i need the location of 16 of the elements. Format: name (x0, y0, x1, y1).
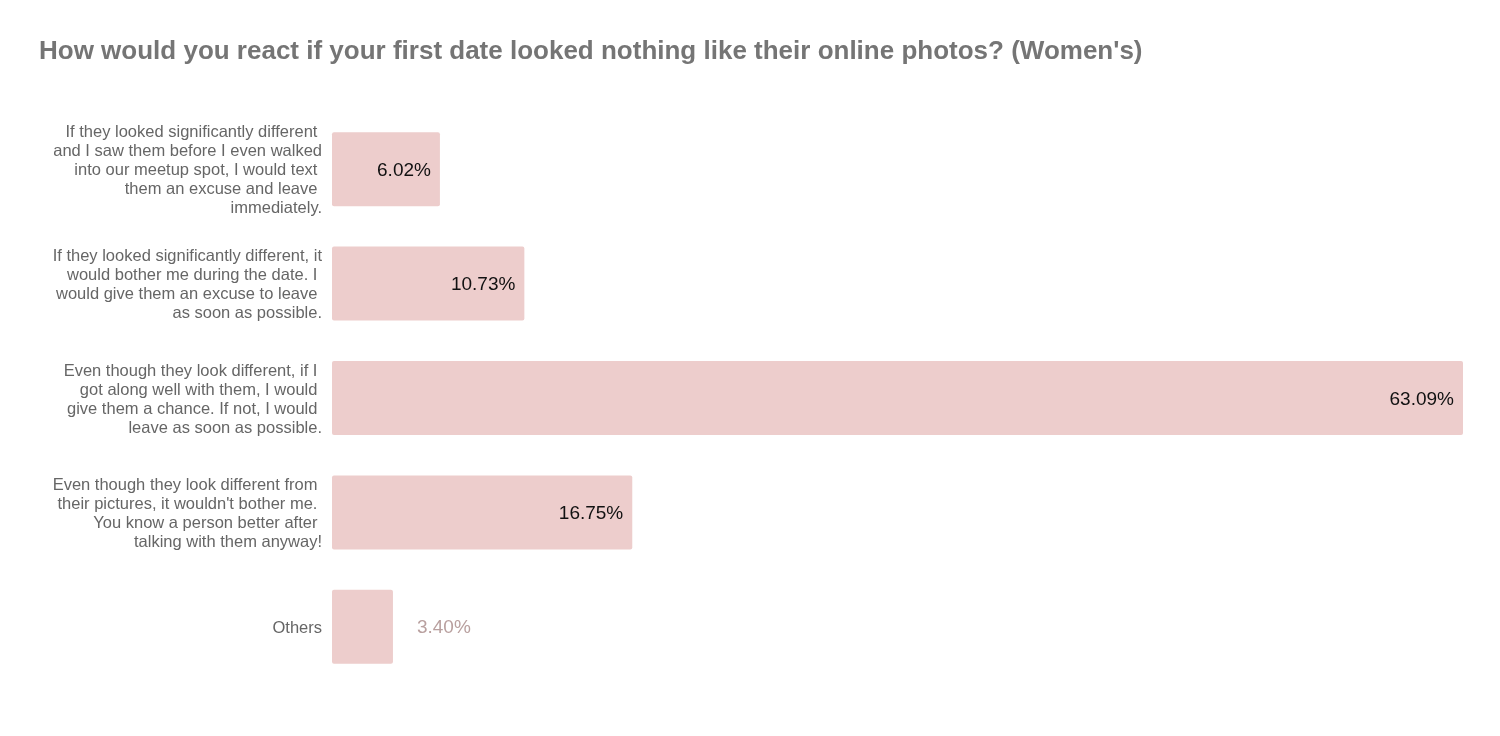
data-label: 3.40% (416, 616, 471, 638)
data-label: 6.02% (377, 158, 432, 180)
bar (332, 475, 633, 550)
bar (332, 132, 440, 207)
y-tick-label: If they looked significantly different, it would bother me during the date. I would give them an excuse to leave as soon as possible. (52, 246, 323, 322)
data-label: 10.73% (450, 273, 516, 295)
bar (332, 361, 1463, 435)
bar (332, 246, 525, 321)
y-tick-label: Even though they look different, if I got along well with them, I would give them a chance. If not, I would leave as soon as possible. (63, 360, 322, 436)
y-tick-label: Others (272, 617, 322, 636)
bar (332, 589, 393, 664)
chart-title: How would you react if your first date looked nothing like their online photos? (Women's) (39, 35, 1143, 65)
data-label: 63.09% (1389, 387, 1455, 409)
data-label: 16.75% (558, 501, 624, 523)
y-tick-label: Even though they look different from their pictures, it wouldn't bother me. You know a person better after talking with them anyway! (52, 474, 322, 550)
y-tick-label: If they looked significantly different and I saw them before I even walked into our meetup spot, I would text them an excuse and leave immediately. (53, 122, 322, 217)
